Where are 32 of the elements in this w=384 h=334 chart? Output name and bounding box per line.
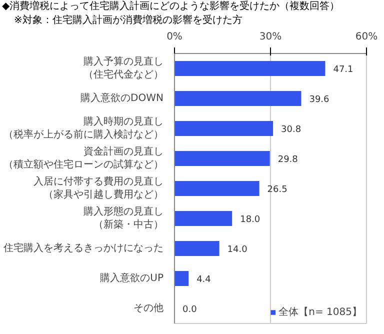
- data-label: 39.6: [309, 95, 330, 105]
- y-tick-label: 住宅購入を考えるきっかけになった: [4, 242, 164, 254]
- y-tick-label: 購入意欲のDOWN: [80, 92, 164, 104]
- data-label: 18.0: [240, 215, 260, 225]
- data-label: 4.4: [196, 275, 212, 285]
- x-tick-label: 0%: [166, 32, 182, 42]
- y-tick-label: 購入時期の見直し（税率が上がる前に購入検討など）: [4, 115, 164, 141]
- bar: [174, 181, 260, 196]
- bar: [174, 121, 274, 136]
- bar: [174, 151, 270, 166]
- data-label: 29.8: [278, 155, 298, 165]
- y-tick-label: 購入予算の見直し（住宅代金など）: [84, 55, 164, 81]
- legend-label: 全体【n= 1085】: [278, 306, 362, 319]
- bar: [174, 241, 220, 256]
- data-label: 14.0: [227, 245, 248, 255]
- data-label: 0.0: [182, 305, 198, 315]
- data-label: 30.8: [281, 125, 302, 135]
- chart-subtitle: ※対象：住宅購入計画が消費増税の影響を受けた方: [14, 14, 242, 28]
- y-tick-label: その他: [134, 302, 164, 314]
- bar: [174, 271, 189, 286]
- bar: [174, 91, 302, 106]
- x-tick-label: 30%: [259, 32, 282, 42]
- data-label: 26.5: [267, 185, 288, 195]
- y-tick-label: 資金計画の見直し（積立額や住宅ローンの試算など）: [4, 145, 164, 171]
- bar: [174, 211, 232, 226]
- y-tick-label: 購入形態の見直し（新築・中古）: [84, 205, 164, 231]
- y-tick-label: 入居に付帯する費用の見直し（家具や引越し費用など）: [34, 175, 164, 201]
- bar: [174, 61, 326, 76]
- chart-title: ◆消費増税によって住宅購入計画にどのような影響を受けたか（複数回答）: [2, 0, 340, 14]
- data-label: 47.1: [333, 65, 354, 75]
- x-tick-label: 60%: [355, 32, 378, 42]
- y-tick-label: 購入意欲のUP: [100, 272, 164, 284]
